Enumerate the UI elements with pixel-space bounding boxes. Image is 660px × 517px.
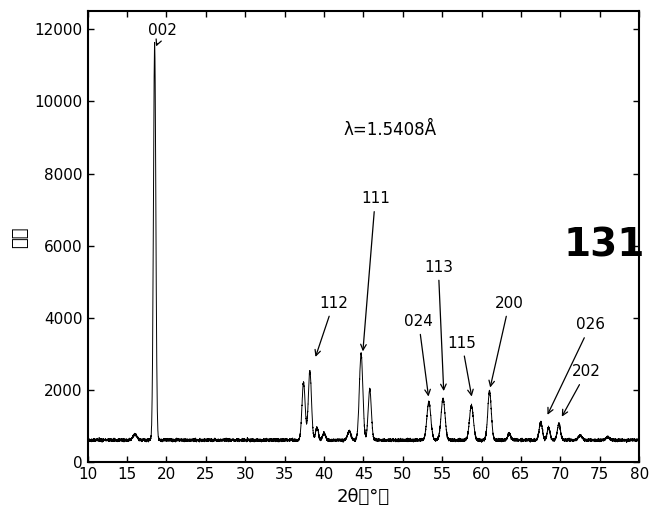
Text: 113: 113	[424, 260, 453, 390]
Text: 131: 131	[563, 227, 645, 265]
Text: 026: 026	[548, 317, 605, 414]
Text: 200: 200	[489, 296, 523, 386]
Text: 111: 111	[360, 191, 389, 350]
Text: 112: 112	[315, 296, 348, 356]
X-axis label: 2θ（°）: 2θ（°）	[337, 488, 390, 506]
Text: 115: 115	[447, 336, 477, 395]
Y-axis label: 强度: 强度	[11, 226, 29, 248]
Text: 002: 002	[148, 23, 177, 45]
Text: 024: 024	[404, 314, 433, 395]
Text: 202: 202	[562, 364, 601, 416]
Text: λ=1.5408Å: λ=1.5408Å	[344, 121, 437, 139]
